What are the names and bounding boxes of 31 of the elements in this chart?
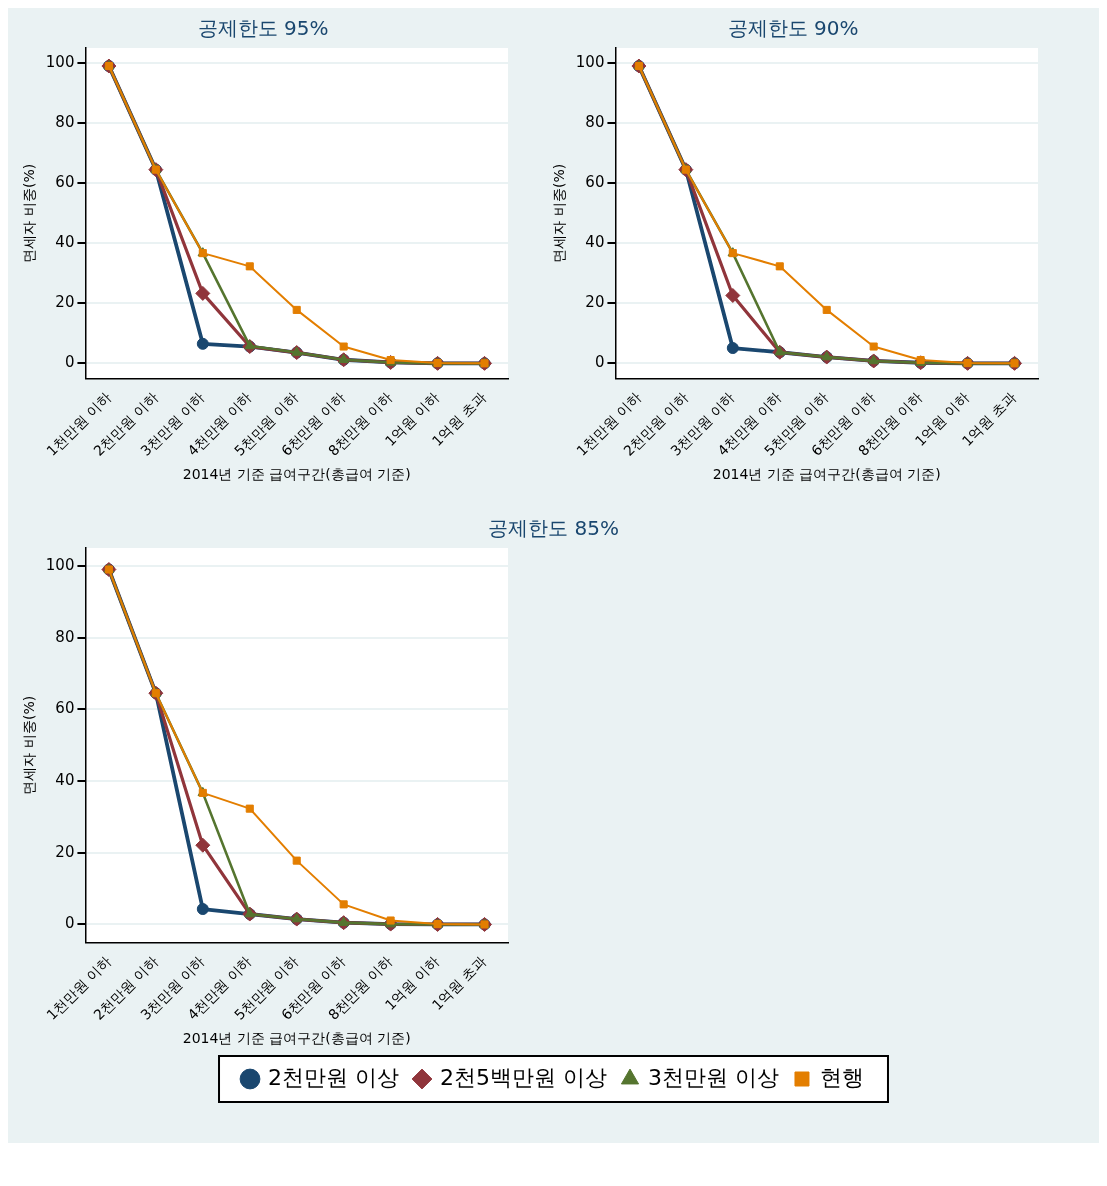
y-tick-label: 80 — [55, 627, 75, 646]
y-tick-label: 60 — [585, 173, 605, 192]
y-axis-title: 면세자 비중(%) — [551, 163, 568, 263]
y-tick-label: 20 — [55, 293, 75, 312]
legend-label: 2천만원 이상 — [268, 1064, 400, 1090]
y-tick-label: 80 — [585, 112, 605, 131]
x-axis-title: 2014년 기준 급여구간(총급여 기준) — [712, 466, 941, 483]
text: 공제한도 85% — [488, 516, 619, 541]
y-tick-label: 60 — [55, 173, 75, 192]
chart-title: 공제한도 90% — [727, 16, 859, 41]
x-axis-title: 2014년 기준 급여구간(총급여 기준) — [182, 1030, 411, 1047]
chart-title: 공제한도 95% — [197, 16, 329, 41]
y-tick-label: 100 — [45, 52, 75, 71]
y-axis-title: 면세자 비중(%) — [21, 163, 38, 263]
y-tick-label: 40 — [55, 233, 75, 252]
y-tick-label: 40 — [585, 233, 605, 252]
y-tick-label: 80 — [55, 112, 75, 131]
y-tick-label: 20 — [55, 842, 75, 861]
y-tick-label: 60 — [55, 699, 75, 718]
x-axis-title: 2014년 기준 급여구간(총급여 기준) — [182, 466, 411, 483]
y-tick-label: 100 — [575, 52, 605, 71]
legend-label: 2천5백만원 이상 — [440, 1064, 608, 1090]
y-tick-label: 0 — [594, 353, 605, 372]
y-tick-label: 0 — [64, 353, 75, 372]
y-tick-label: 40 — [55, 770, 75, 789]
y-axis-title: 면세자 비중(%) — [21, 695, 38, 795]
legend-label: 3천만원 이상 — [647, 1064, 779, 1090]
y-tick-label: 0 — [64, 914, 75, 933]
legend-label: 현행 — [819, 1064, 864, 1090]
y-tick-label: 20 — [585, 293, 605, 312]
y-tick-label: 100 — [45, 555, 75, 574]
